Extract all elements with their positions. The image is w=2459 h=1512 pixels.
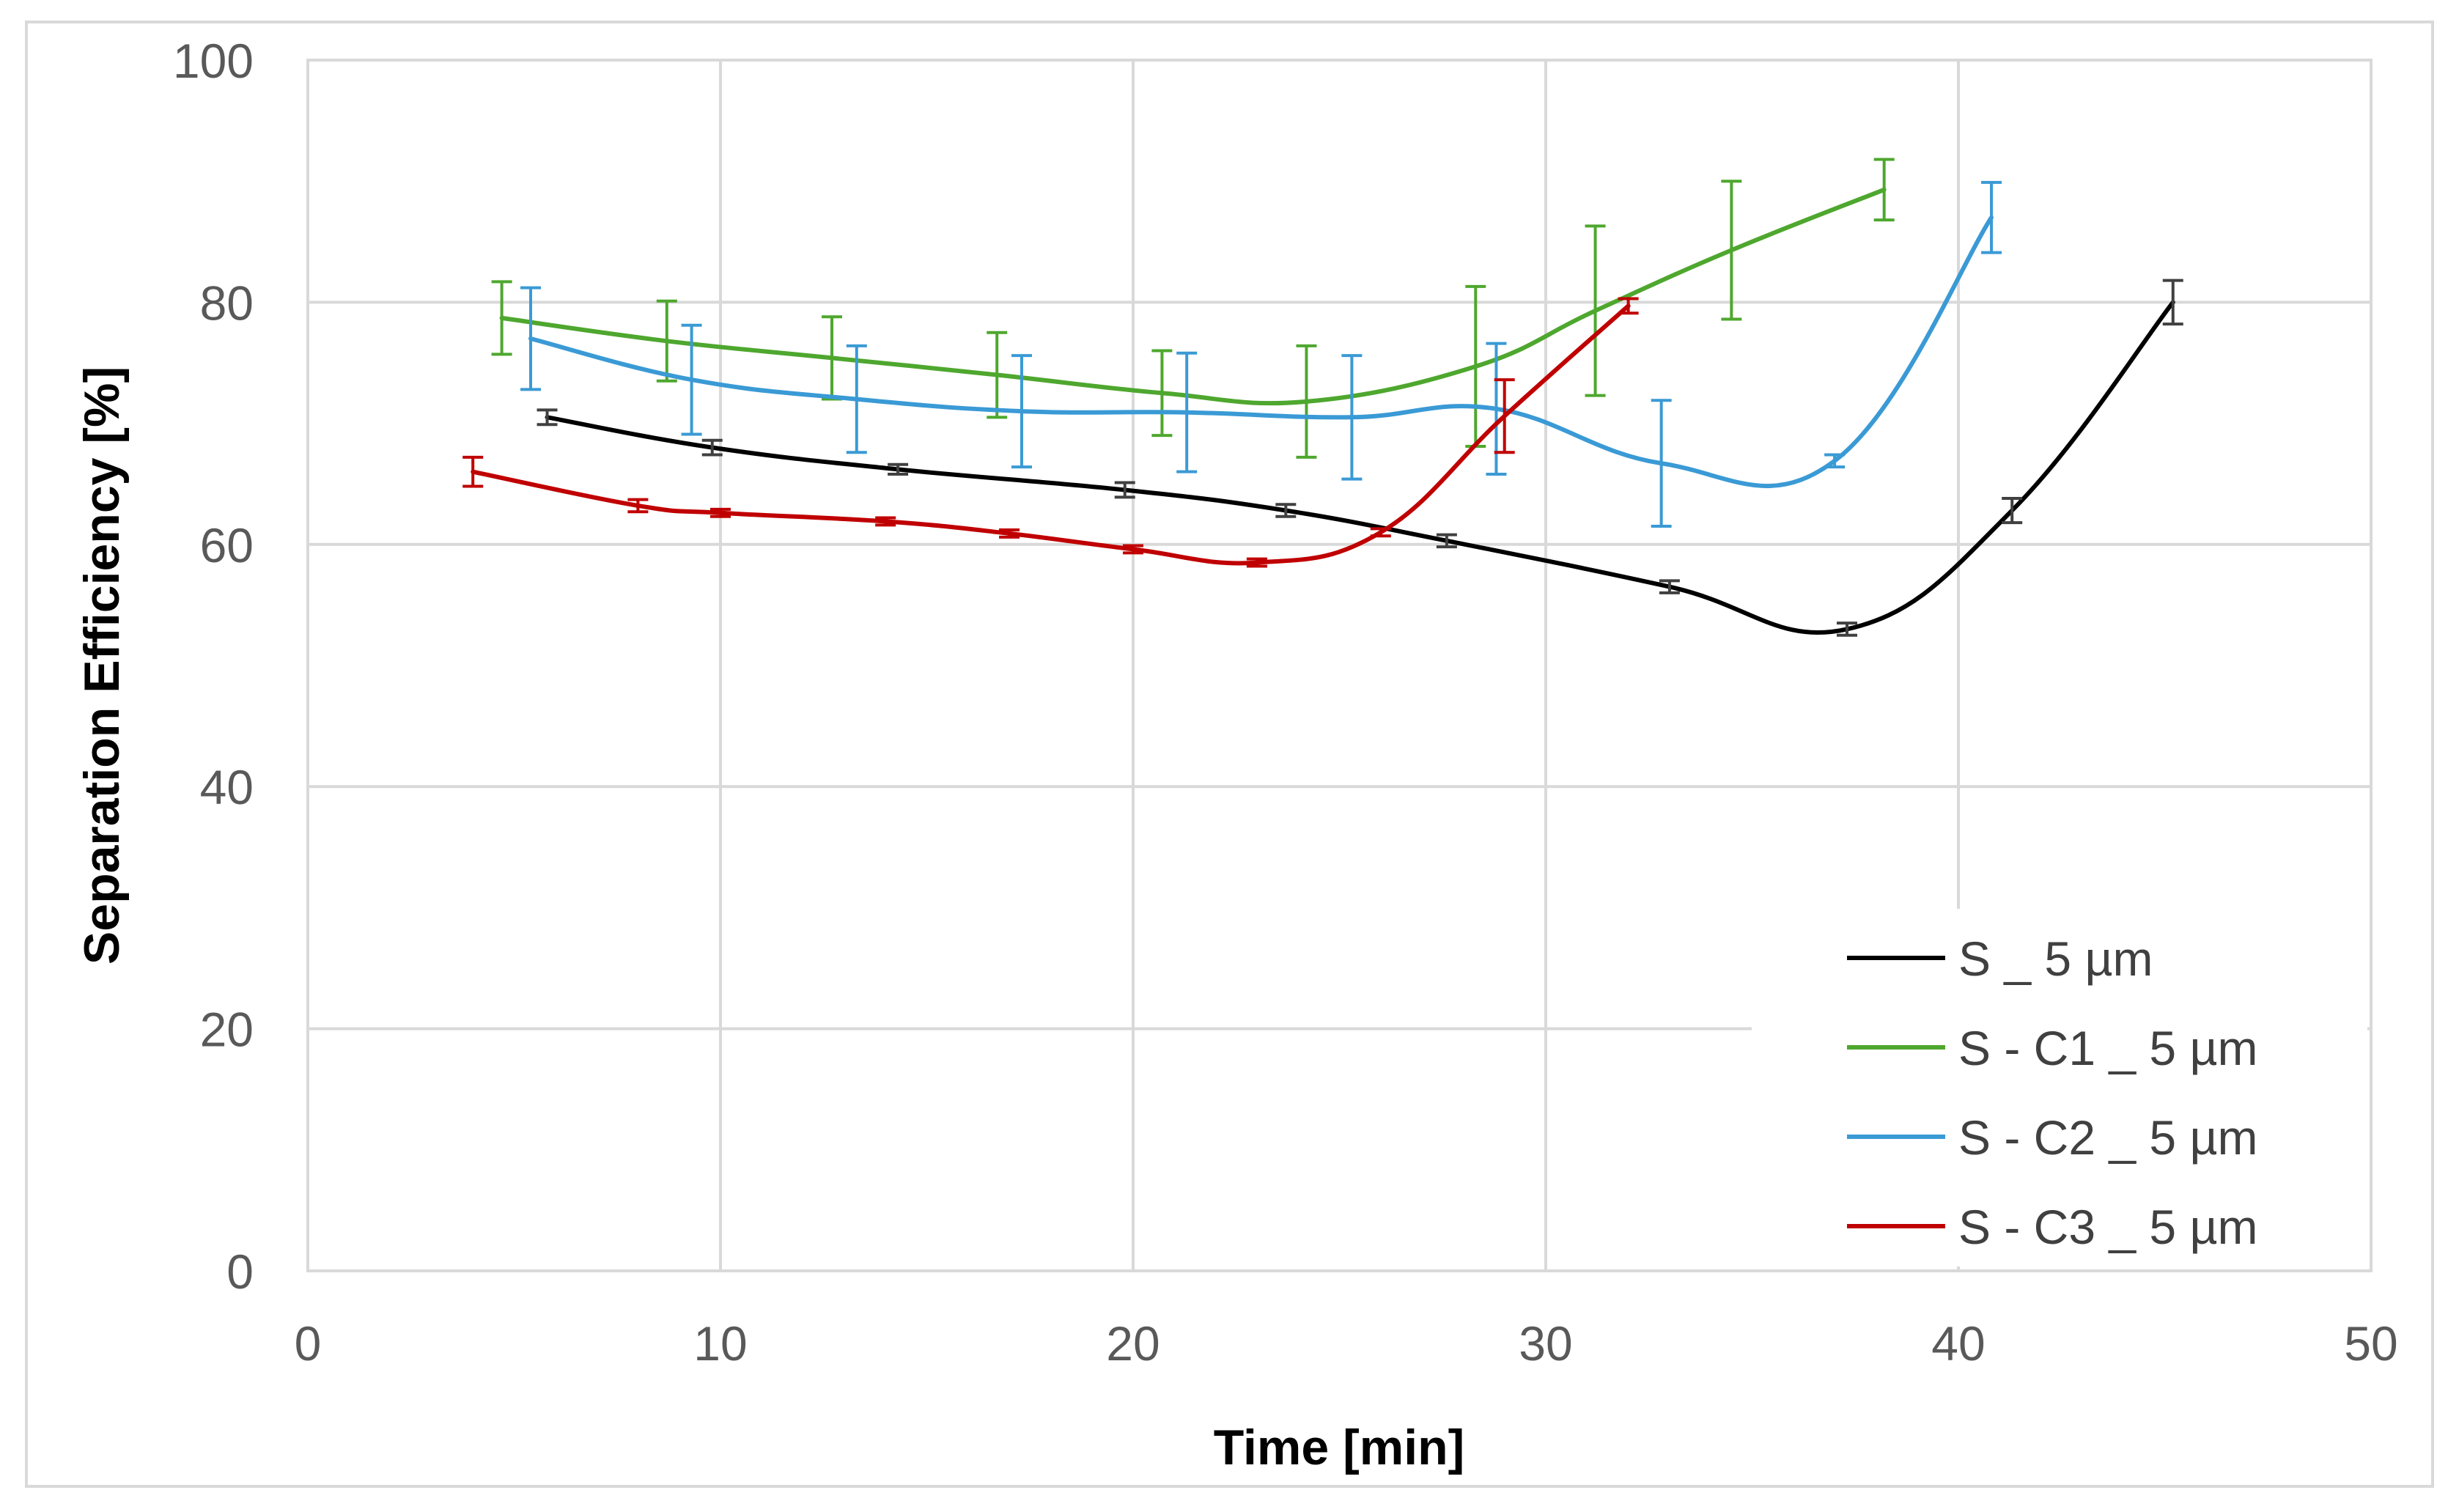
legend-label: S - C3 _ 5 µm — [1958, 1200, 2257, 1254]
legend-label: S - C2 _ 5 µm — [1958, 1110, 2257, 1165]
error-bar — [1341, 354, 1363, 481]
x-tick-label: 20 — [1106, 1316, 1160, 1371]
error-bar — [627, 498, 649, 514]
x-tick-label: 0 — [295, 1316, 322, 1371]
legend-item: S - C1 _ 5 µm — [1847, 1021, 2257, 1075]
y-tick-label: 40 — [200, 760, 254, 814]
error-bar — [1659, 579, 1680, 594]
error-bar — [701, 438, 723, 457]
x-axis-title: Time [min] — [1214, 1420, 1465, 1475]
error-bar — [2002, 497, 2023, 525]
error-bar — [1151, 349, 1173, 438]
y-tick-label: 20 — [200, 1003, 254, 1057]
error-bar — [656, 299, 677, 383]
error-bar — [1246, 557, 1267, 568]
legend-label: S - C1 _ 5 µm — [1958, 1021, 2257, 1075]
y-axis-title: Separation Efficiency [%] — [74, 366, 130, 965]
error-bar — [1824, 453, 1846, 469]
error-bar — [520, 286, 542, 391]
error-bar — [1651, 399, 1672, 528]
error-bar — [681, 323, 702, 436]
x-tick-label: 30 — [1519, 1316, 1572, 1371]
error-bar — [888, 462, 909, 476]
legend: S _ 5 µm S - C1 _ 5 µm S - C2 _ 5 µm S - C3… — [1752, 909, 2367, 1266]
error-bar — [1721, 180, 1742, 321]
x-tick-label: 50 — [2344, 1316, 2397, 1371]
error-bar — [987, 331, 1008, 419]
error-bar — [1873, 158, 1895, 222]
error-bar — [462, 455, 484, 488]
series-4 — [462, 297, 1639, 568]
error-bar — [1370, 527, 1391, 538]
series-line — [528, 215, 1994, 488]
legend-label: S _ 5 µm — [1958, 932, 2153, 986]
error-bar — [1011, 354, 1032, 469]
error-bar — [710, 507, 731, 518]
error-bar — [1176, 351, 1198, 473]
x-tick-label: 40 — [1931, 1316, 1985, 1371]
error-bar — [1981, 180, 2002, 254]
legend-item: S - C2 _ 5 µm — [1847, 1110, 2257, 1165]
error-bar — [1275, 503, 1297, 518]
error-bar — [1494, 378, 1515, 454]
error-bar — [1123, 544, 1143, 555]
error-bar — [1836, 622, 1857, 637]
error-bar — [846, 344, 867, 454]
error-bar — [1618, 297, 1639, 315]
legend-item: S - C3 _ 5 µm — [1847, 1200, 2257, 1254]
y-tick-label: 60 — [200, 518, 254, 572]
plot-area — [306, 59, 2373, 1272]
error-bar — [1585, 224, 1606, 397]
series-layer — [462, 158, 2183, 637]
error-bar — [1114, 481, 1135, 499]
error-bar — [537, 408, 558, 427]
error-bar — [999, 528, 1020, 539]
tick-layer: 0 20 40 60 80 100 0 10 20 30 40 50 — [173, 34, 2398, 1371]
series-line — [471, 303, 1631, 566]
series-2 — [491, 158, 1895, 459]
error-bar — [875, 516, 896, 527]
error-bar — [1296, 344, 1317, 459]
legend-box — [1752, 909, 2367, 1266]
y-tick-label: 80 — [200, 276, 254, 330]
series-3 — [520, 180, 2002, 528]
legend-item: S _ 5 µm — [1847, 932, 2153, 986]
y-tick-label: 0 — [226, 1244, 254, 1299]
error-bar — [1436, 533, 1457, 549]
x-tick-label: 10 — [693, 1316, 747, 1371]
y-tick-label: 100 — [173, 34, 254, 88]
error-bar — [2162, 279, 2183, 326]
error-bar — [491, 280, 512, 356]
series-line — [499, 187, 1887, 406]
chart-frame — [25, 21, 2434, 1488]
